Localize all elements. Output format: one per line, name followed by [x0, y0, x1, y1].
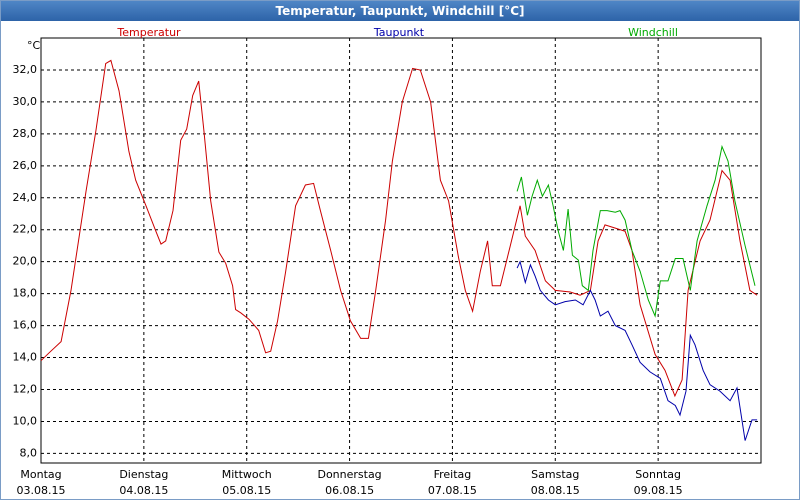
- y-tick-label: 16,0: [13, 319, 38, 332]
- x-tick-label: Dienstag: [119, 468, 168, 481]
- y-tick-label: 22,0: [13, 223, 38, 236]
- y-tick-label: 14,0: [13, 351, 38, 364]
- x-tick-date: 07.08.15: [428, 484, 477, 497]
- x-tick-label: Sonntag: [635, 468, 681, 481]
- plot-frame: [40, 37, 762, 464]
- x-tick-date: 06.08.15: [325, 484, 374, 497]
- legend-entry: Taupunkt: [373, 26, 425, 39]
- x-tick-label: Montag: [20, 468, 61, 481]
- y-tick-label: 12,0: [13, 383, 38, 396]
- y-tick-label: 32,0: [13, 63, 38, 76]
- legend-entry: Windchill: [628, 26, 678, 39]
- y-tick-label: 24,0: [13, 191, 38, 204]
- x-tick-label: Samstag: [531, 468, 579, 481]
- x-tick-date: 03.08.15: [17, 484, 66, 497]
- x-tick-date: 05.08.15: [222, 484, 271, 497]
- series-line: [516, 260, 758, 441]
- x-tick-date: 09.08.15: [634, 484, 683, 497]
- chart: °C 8,0 10,0 12,0 14,0 16,0 18,0 20,0 22,0 24,0 26,…: [13, 26, 762, 497]
- y-tick-label: 26,0: [13, 159, 38, 172]
- x-tick-label: Freitag: [434, 468, 472, 481]
- y-tick-label: 8,0: [20, 446, 38, 459]
- series-line: [40, 59, 758, 398]
- y-tick-label: 28,0: [13, 127, 38, 140]
- y-tick-label: 18,0: [13, 287, 38, 300]
- x-tick-label: Donnerstag: [317, 468, 381, 481]
- x-tick-date: 08.08.15: [531, 484, 580, 497]
- title-bar: Temperatur, Taupunkt, Windchill [°C]: [1, 1, 799, 21]
- y-axis-label: °C: [27, 39, 41, 52]
- series-line: [516, 144, 756, 318]
- x-tick-date: 04.08.15: [119, 484, 168, 497]
- x-tick-label: Mittwoch: [222, 468, 272, 481]
- legend-entry: Temperatur: [116, 26, 181, 39]
- y-tick-label: 10,0: [13, 414, 38, 427]
- y-tick-label: 20,0: [13, 255, 38, 268]
- y-tick-label: 30,0: [13, 95, 38, 108]
